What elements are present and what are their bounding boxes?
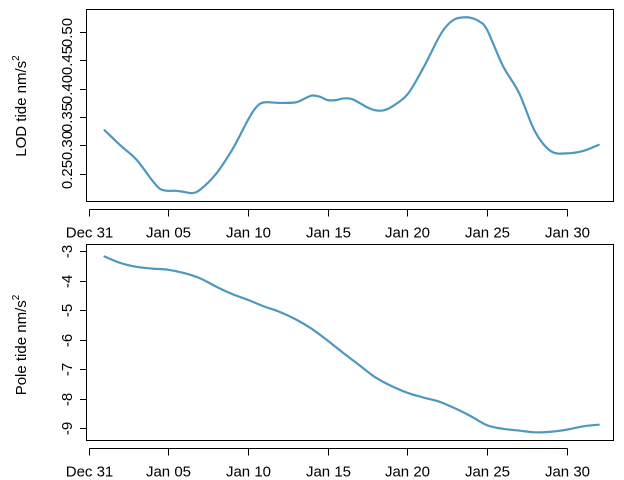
pole-y-tick-label: -4 (59, 275, 76, 288)
pole-x-tick-label: Jan 20 (385, 464, 430, 480)
lod-x-tick-label: Dec 31 (66, 225, 114, 242)
pole-x-tick-label: Jan 05 (146, 464, 191, 480)
pole-tide-line (103, 255, 600, 434)
lod-y-tick-label: 0.35 (59, 103, 76, 132)
lod-x-tick-label: Jan 30 (545, 225, 590, 242)
lod-y-tick-label: 0.40 (59, 75, 76, 104)
pole-x-axis: Dec 31 Jan 05 Jan 10 Jan 15 Jan 20 Jan 25 Jan … (66, 448, 590, 480)
lod-x-tick-label: Jan 25 (465, 225, 510, 242)
lod-x-tick-label: Jan 20 (385, 225, 430, 242)
lod-tide-panel: 0.250.300.350.400.450.50 Dec 31 Jan 05 Jan… (11, 9, 614, 242)
pole-y-tick-label: -8 (59, 393, 76, 406)
pole-x-tick-label: Dec 31 (66, 464, 114, 480)
lod-y-tick-label: 0.30 (59, 131, 76, 160)
lod-y-tick-label: 0.50 (59, 18, 76, 47)
lod-y-axis: 0.250.300.350.400.450.50 (59, 18, 87, 189)
lod-y-axis-label-text: LOD tide nm/s (13, 61, 30, 157)
pole-y-axis-label-text: Pole tide nm/s (13, 300, 30, 395)
pole-y-tick-label: -7 (59, 363, 76, 376)
lod-y-tick-label: 0.45 (59, 46, 76, 75)
lod-x-tick-label: Jan 10 (226, 225, 271, 242)
pole-x-tick-label: Jan 30 (545, 464, 590, 480)
pole-y-axis: -9 -8 -7 -6 -5 -4 -3 (59, 245, 87, 435)
pole-x-tick-label: Jan 15 (306, 464, 351, 480)
pole-tide-panel: -9 -8 -7 -6 -5 -4 -3 Dec 31 Jan 05 Jan 10 Jan 15 J… (11, 244, 614, 480)
pole-plot-frame (86, 244, 614, 441)
lod-x-tick-label: Jan 05 (146, 225, 191, 242)
pole-y-axis-label-superscript: 2 (11, 294, 22, 300)
pole-y-axis-label: Pole tide nm/s2 (11, 294, 30, 395)
lod-y-tick-label: 0.25 (59, 160, 76, 189)
pole-x-tick-label: Jan 25 (465, 464, 510, 480)
lod-plot-frame (86, 9, 614, 202)
lod-x-axis: Dec 31 Jan 05 Jan 10 Jan 15 Jan 20 Jan 25 Jan … (66, 209, 590, 242)
lod-x-tick-label: Jan 15 (306, 225, 351, 242)
pole-y-tick-label: -9 (59, 422, 76, 435)
pole-y-tick-label: -3 (59, 245, 76, 258)
lod-tide-line (103, 16, 600, 195)
pole-x-tick-label: Jan 10 (226, 464, 271, 480)
lod-y-axis-label-superscript: 2 (11, 55, 22, 61)
lod-y-axis-label: LOD tide nm/s2 (11, 55, 30, 157)
pole-y-tick-label: -6 (59, 334, 76, 347)
pole-y-tick-label: -5 (59, 304, 76, 317)
